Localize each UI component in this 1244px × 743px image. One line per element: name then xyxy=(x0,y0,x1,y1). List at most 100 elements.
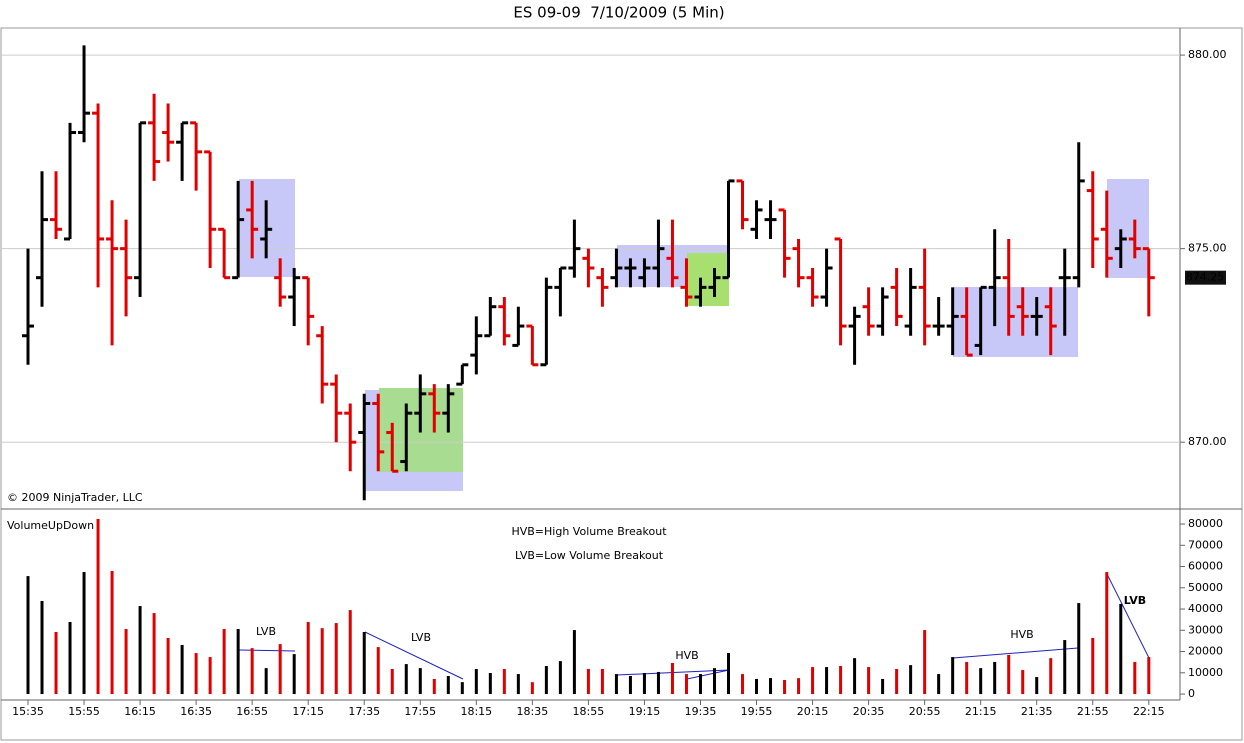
volume-bar xyxy=(839,665,843,695)
y-tick-label: 40000 xyxy=(1188,602,1223,615)
volume-bar xyxy=(741,674,745,695)
y-tick-label: 20000 xyxy=(1188,645,1223,658)
annotation-line xyxy=(952,647,1079,659)
volume-bar xyxy=(488,673,492,695)
volume-bar xyxy=(124,629,128,695)
volume-bar xyxy=(979,668,983,695)
volume-bar xyxy=(1119,603,1123,695)
volume-bar xyxy=(376,647,380,695)
y-tick-label: 870.00 xyxy=(1188,435,1227,448)
x-tick-label: 16:55 xyxy=(236,705,268,718)
volume-bar xyxy=(628,675,632,695)
volume-bar xyxy=(684,674,688,695)
last-price-label: 874.25 xyxy=(1186,271,1225,284)
zone xyxy=(953,287,1078,357)
volume-bar xyxy=(656,671,660,695)
volume-bar xyxy=(572,630,576,695)
x-tick-label: 20:35 xyxy=(853,705,885,718)
annotation-line xyxy=(238,649,296,652)
volume-bar xyxy=(348,610,352,695)
volume-bar xyxy=(138,606,142,695)
volume-bar xyxy=(208,657,212,695)
volume-bar xyxy=(110,570,114,695)
volume-bar xyxy=(292,654,296,695)
volume-bar xyxy=(698,674,702,695)
zone xyxy=(687,253,729,306)
y-tick-label: 10000 xyxy=(1188,666,1223,679)
chart-title: ES 09-09 7/10/2009 (5 Min) xyxy=(513,4,724,22)
volume-bar xyxy=(180,644,184,695)
volume-bar xyxy=(558,661,562,695)
volume-bar xyxy=(264,668,268,695)
volume-bar xyxy=(712,668,716,695)
volume-bar xyxy=(1007,654,1011,695)
volume-bar xyxy=(755,678,759,695)
last-price-box xyxy=(1185,270,1226,285)
volume-bar xyxy=(166,637,170,695)
x-tick-label: 18:55 xyxy=(573,705,605,718)
volume-bar xyxy=(1077,603,1081,695)
volume-bar xyxy=(867,667,871,695)
volume-bar xyxy=(530,682,534,695)
annotation: LVB xyxy=(1124,594,1146,607)
volume-bar xyxy=(769,678,773,695)
x-tick-label: 16:35 xyxy=(180,705,212,718)
volume-bar xyxy=(895,668,899,695)
y-tick-label: 30000 xyxy=(1188,623,1223,636)
annotation: HVB xyxy=(1010,628,1033,641)
volume-bar xyxy=(825,667,829,695)
x-tick-label: 19:35 xyxy=(685,705,717,718)
x-tick-label: 19:55 xyxy=(741,705,773,718)
y-tick-label: 70000 xyxy=(1188,538,1223,551)
volume-bar xyxy=(614,674,618,695)
volume-bar xyxy=(965,661,969,695)
x-tick-label: 20:55 xyxy=(909,705,941,718)
y-tick-label: 880.00 xyxy=(1188,48,1227,61)
volume-bar xyxy=(797,678,801,695)
volume-bar xyxy=(881,678,885,695)
volume-bar xyxy=(194,653,198,695)
x-tick-label: 16:15 xyxy=(124,705,156,718)
volume-bar xyxy=(600,668,604,695)
annotation-line xyxy=(364,631,464,680)
volume-bar xyxy=(236,629,240,695)
volume-bar xyxy=(923,630,927,695)
volume-bar xyxy=(418,668,422,695)
x-tick-label: 20:15 xyxy=(797,705,829,718)
annotation: LVB=Low Volume Breakout xyxy=(515,549,664,562)
copyright: © 2009 NinjaTrader, LLC xyxy=(7,491,143,504)
zones xyxy=(239,179,1149,491)
volume-bar xyxy=(278,644,282,695)
y-tick-label: 50000 xyxy=(1188,581,1223,594)
frame xyxy=(0,27,1243,741)
annotation-line xyxy=(1106,573,1150,659)
volume-bar xyxy=(446,675,450,695)
volume-bar xyxy=(516,674,520,695)
x-tick-label: 21:55 xyxy=(1077,705,1109,718)
volume-bar xyxy=(544,665,548,695)
volume-bar xyxy=(306,622,310,695)
volume-bar xyxy=(222,629,226,695)
volume-bar xyxy=(993,661,997,695)
x-tick-label: 21:15 xyxy=(965,705,997,718)
volume-bar xyxy=(390,668,394,695)
x-tick-label: 18:35 xyxy=(517,705,549,718)
x-tick-label: 17:55 xyxy=(404,705,436,718)
volume-bar xyxy=(1091,637,1095,695)
volume-bar xyxy=(853,658,857,695)
volume-bar xyxy=(1035,677,1039,695)
volume-bar xyxy=(727,653,730,695)
annotation: HVB=High Volume Breakout xyxy=(511,525,667,538)
x-tick-label: 21:35 xyxy=(1021,705,1053,718)
annotation: HVB xyxy=(675,649,698,662)
volume-bar xyxy=(937,674,941,695)
volume-bar xyxy=(68,622,72,695)
zone xyxy=(1107,179,1149,278)
volume-bar xyxy=(642,673,646,695)
y-tick-label: 80000 xyxy=(1188,517,1223,530)
y-tick-label: 0 xyxy=(1188,687,1195,700)
x-tick-label: 19:15 xyxy=(629,705,661,718)
volume-bar xyxy=(362,631,366,695)
volume-bar xyxy=(909,665,913,695)
